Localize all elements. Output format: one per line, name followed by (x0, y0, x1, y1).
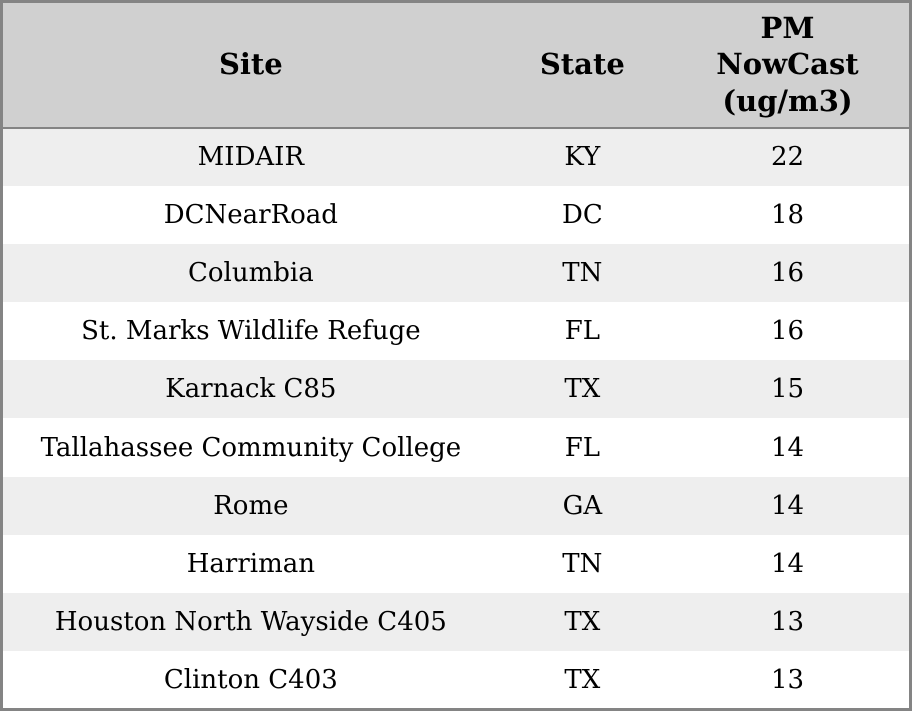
pm-nowcast-cell: 15 (770, 374, 805, 405)
table-row: Clinton C403 TX 13 (1, 651, 911, 710)
state-cell: FL (564, 316, 600, 347)
table-row: MIDAIR KY 22 (1, 127, 911, 186)
table-row: Rome GA 14 (1, 476, 911, 535)
table-row: Harriman TN 14 (1, 534, 911, 593)
site-cell: St. Marks Wildlife Refuge (81, 316, 421, 347)
table-row: Columbia TN 16 (1, 243, 911, 303)
site-cell: Karnack C85 (165, 374, 337, 405)
table-row: DCNearRoad DC 18 (1, 185, 911, 244)
site-cell: Harriman (186, 548, 315, 579)
column-header-site: Site (1, 1, 499, 129)
state-cell: TX (564, 374, 601, 405)
pm-nowcast-cell: 22 (770, 142, 805, 173)
table-row: Houston North Wayside C405 TX 13 (1, 593, 911, 652)
table-header: Site State PM NowCast (ug/m3) (1, 1, 911, 129)
pm-nowcast-cell: 14 (770, 432, 805, 463)
pm-nowcast-cell: 14 (770, 490, 805, 521)
column-header-pm-nowcast: PM NowCast (ug/m3) (665, 1, 911, 129)
table-row: Karnack C85 TX 15 (1, 360, 911, 419)
site-cell: Columbia (187, 257, 314, 288)
pm-nowcast-cell: 13 (770, 664, 805, 695)
site-cell: Clinton C403 (163, 664, 338, 695)
site-cell: MIDAIR (197, 142, 305, 173)
state-cell: TX (564, 607, 601, 638)
state-cell: FL (564, 432, 600, 463)
site-cell: Houston North Wayside C405 (54, 607, 447, 638)
pm-nowcast-cell: 16 (770, 316, 805, 347)
state-cell: TN (562, 257, 603, 288)
state-cell: TN (562, 548, 603, 579)
pm-nowcast-cell: 13 (770, 607, 805, 638)
table-row: Tallahassee Community College FL 14 (1, 418, 911, 477)
header-row: Site State PM NowCast (ug/m3) (1, 1, 911, 129)
site-cell: Tallahassee Community College (40, 432, 462, 463)
pm-nowcast-cell: 18 (770, 199, 805, 230)
state-cell: TX (564, 664, 601, 695)
state-cell: DC (561, 199, 603, 230)
column-header-state: State (498, 1, 666, 129)
table-row: St. Marks Wildlife Refuge FL 16 (1, 302, 911, 361)
pm-nowcast-cell: 14 (770, 548, 805, 579)
state-cell: GA (562, 490, 603, 521)
site-cell: Rome (213, 490, 289, 521)
site-cell: DCNearRoad (163, 199, 338, 230)
table-body: MIDAIR KY 22 DCNearRoad DC 18 Columbia T… (1, 127, 911, 710)
state-cell: KY (564, 142, 601, 173)
pm-nowcast-cell: 16 (770, 257, 805, 288)
